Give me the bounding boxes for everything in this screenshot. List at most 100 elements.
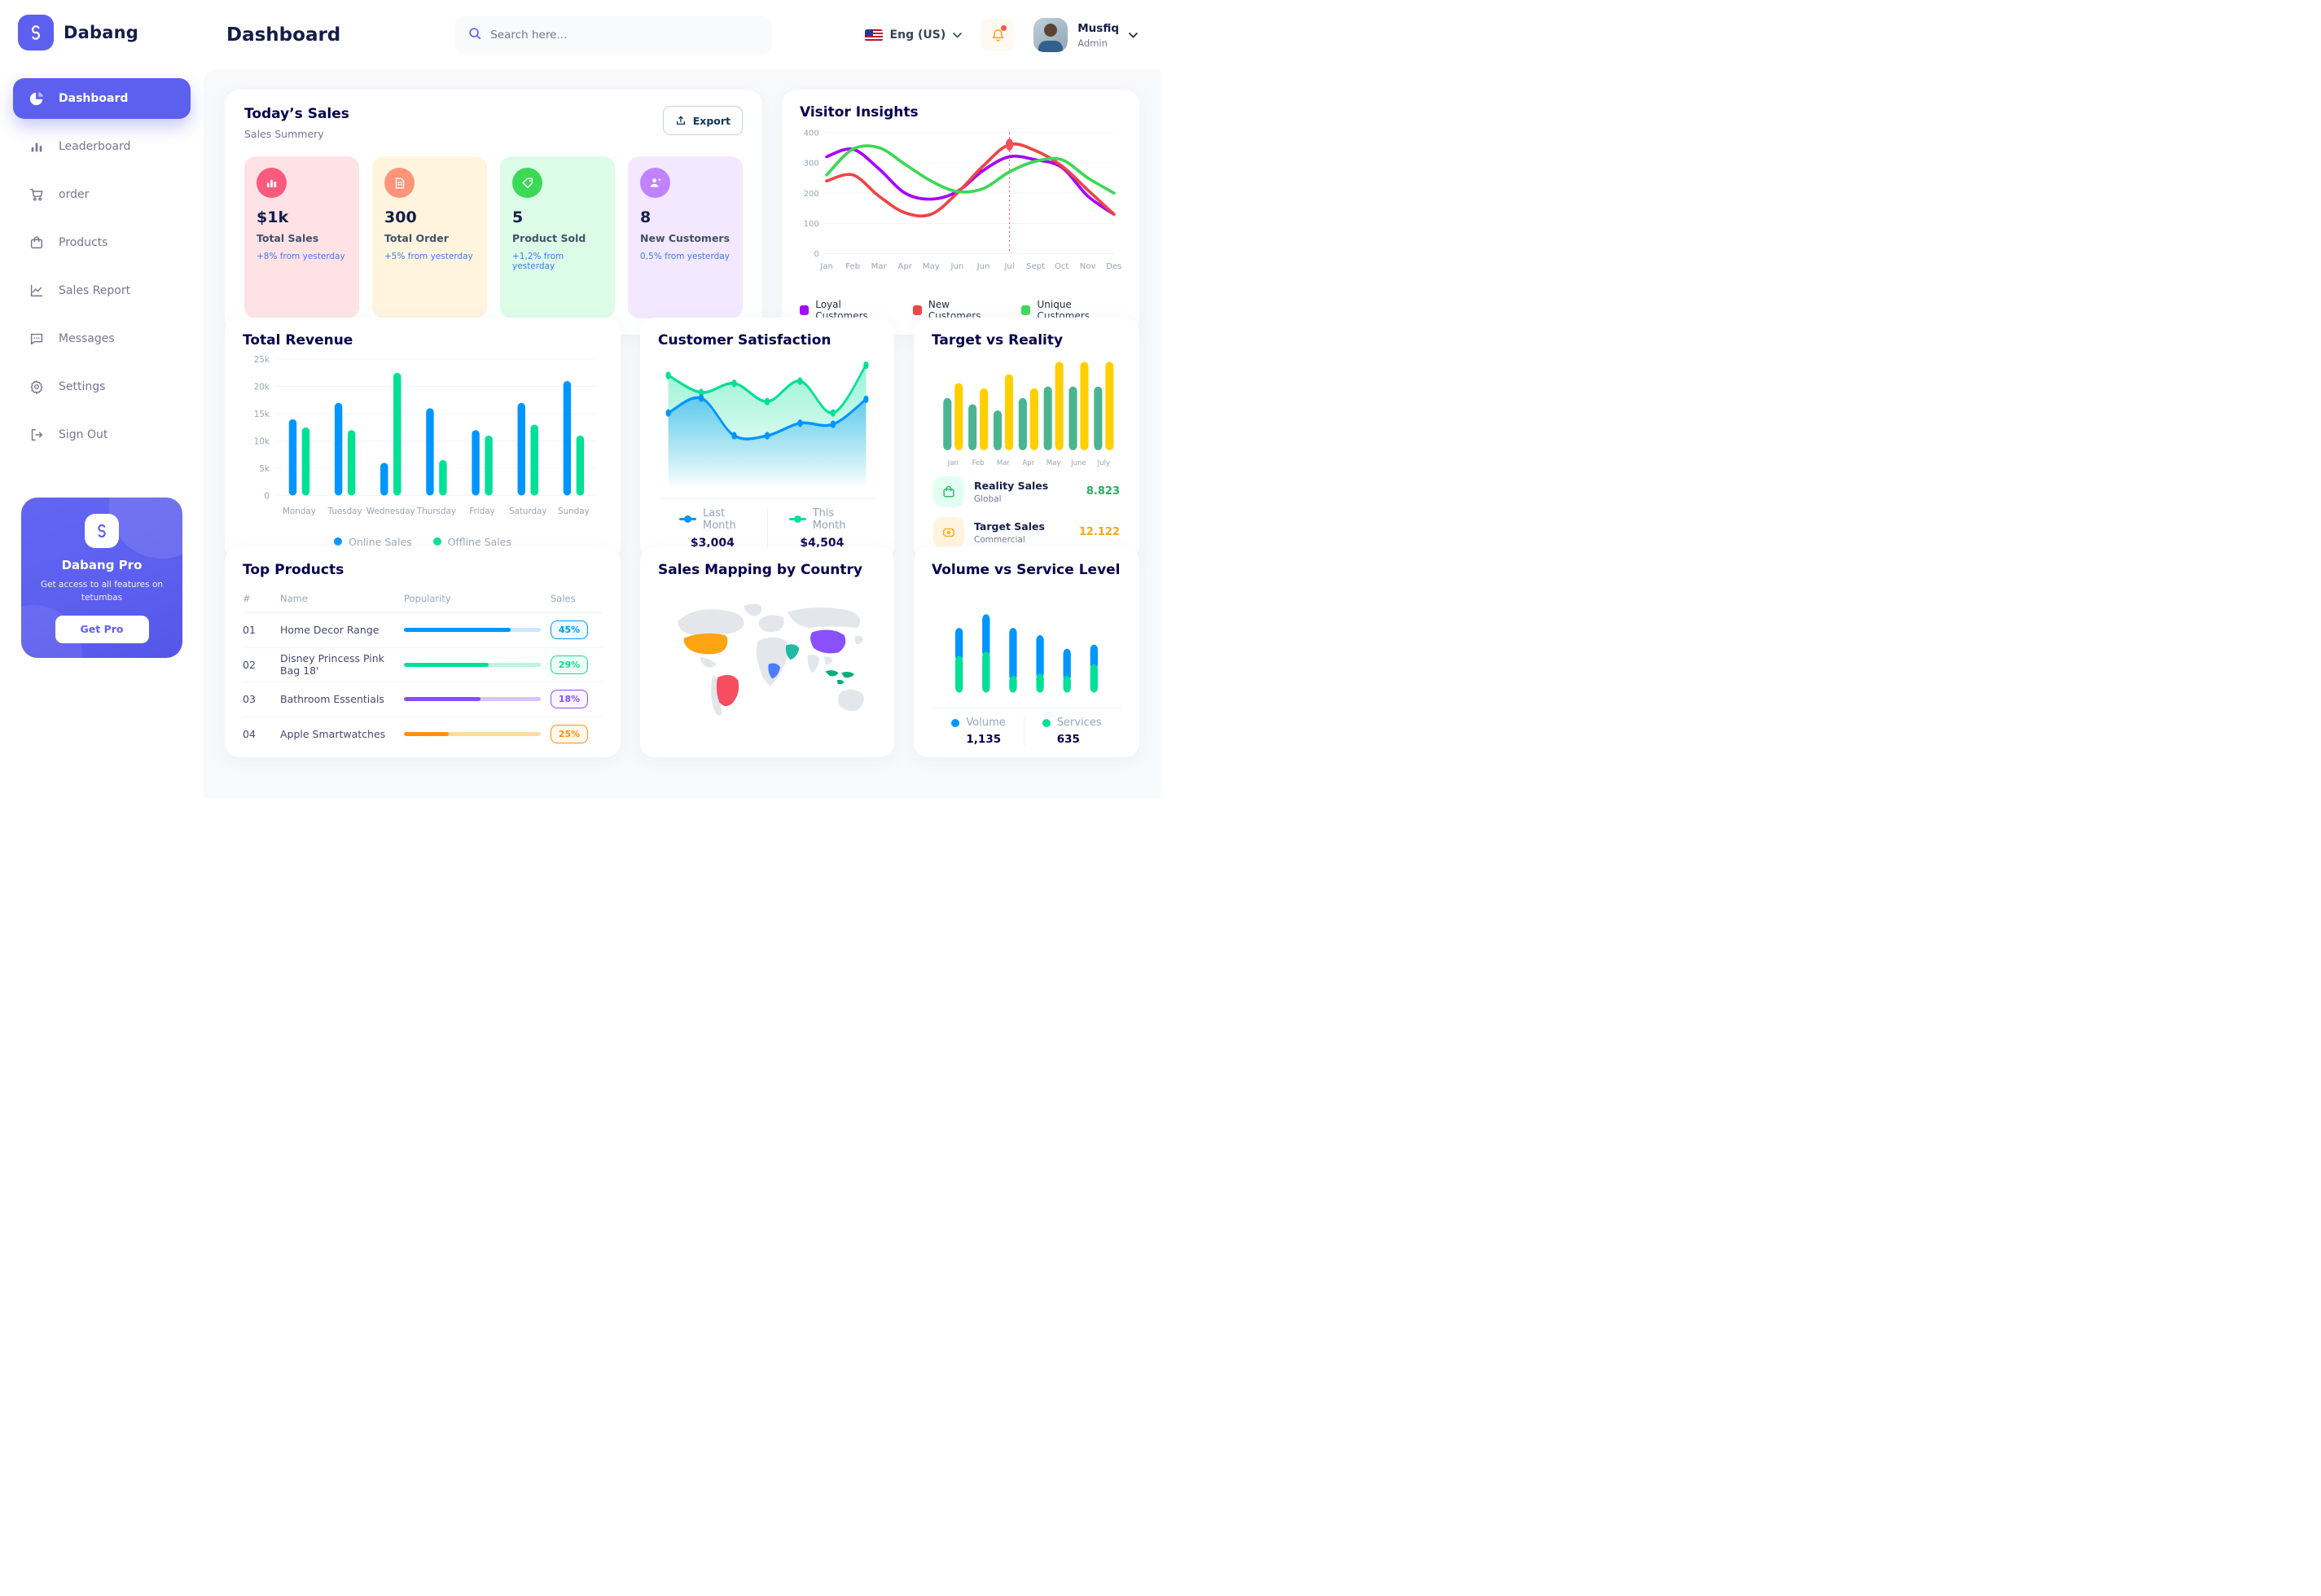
legend-marker [788, 515, 806, 524]
svg-text:0: 0 [264, 491, 270, 501]
main-content: Today’s Sales Sales Summery Export [204, 70, 1160, 798]
todays-sales-card: Today’s Sales Sales Summery Export [225, 90, 762, 335]
sales-mapping-card: Sales Mapping by Country [640, 547, 894, 757]
visitor-insights-card: Visitor Insights 0 100 200 300 400 Jan Feb Mar A… [782, 90, 1139, 335]
promo-text: Get access to all features on tetumbas [40, 580, 164, 603]
visitor-insights-title: Visitor Insights [800, 104, 919, 121]
sidebar-item-settings[interactable]: Settings [13, 366, 191, 407]
svg-text:300: 300 [804, 160, 819, 169]
world-map [678, 603, 864, 716]
sidebar-item-label: order [59, 188, 90, 201]
bag-icon [933, 476, 964, 507]
cart-icon [28, 186, 46, 204]
svg-text:Friday: Friday [469, 506, 494, 516]
order-file-icon [384, 168, 415, 198]
search-icon [467, 26, 482, 44]
sidebar-item-products[interactable]: Products [13, 222, 191, 263]
svg-text:Des: Des [1106, 262, 1121, 271]
customer-satisfaction-legend: Last Month $3,004 This Month $4,504 [658, 498, 876, 550]
sidebar-nav: Dashboard Leaderboard order Products [13, 78, 191, 455]
page-title: Dashboard [226, 24, 341, 46]
total-revenue-card: Total Revenue 0 5k 10k 15k 20k 25k Monday Tuesd… [225, 318, 621, 561]
sidebar-item-messages[interactable]: Messages [13, 318, 191, 359]
top-products-title: Top Products [243, 562, 344, 578]
notifications-button[interactable] [981, 19, 1015, 51]
todays-sales-title: Today’s Sales [244, 106, 349, 122]
language-selector[interactable]: Eng (US) [864, 28, 963, 42]
chevron-down-icon [1129, 32, 1138, 38]
sales-badge: 45% [551, 620, 588, 640]
reality-sales-value: 8.823 [1086, 485, 1120, 498]
visitor-insights-chart: 0 100 200 300 400 Jan Feb Mar Apr May Jun Jun Jul Sep… [804, 129, 1121, 271]
svg-text:Apr: Apr [898, 262, 913, 271]
svg-text:Jan: Jan [947, 459, 959, 467]
target-vs-reality-chart: Jan Feb Mar Apr May June July [943, 362, 1114, 467]
export-icon [676, 116, 685, 125]
target-vs-reality-legend: Reality Sales Global 8.823 Target Sales [932, 473, 1121, 550]
todays-sales-subtitle: Sales Summery [244, 128, 324, 140]
legend-swatch [1021, 305, 1031, 316]
table-row: 01 Home Decor Range 45% [243, 613, 603, 648]
sidebar-item-sales-report[interactable]: Sales Report [13, 270, 191, 311]
svg-text:Feb: Feb [845, 262, 860, 271]
legend-dot [334, 537, 343, 546]
svg-text:Jul: Jul [1003, 262, 1014, 271]
svg-text:200: 200 [804, 190, 819, 199]
sales-badge: 18% [551, 690, 588, 709]
customer-satisfaction-card: Customer Satisfaction Last Month $3,004 [640, 318, 894, 561]
search-input[interactable] [490, 28, 760, 42]
target-vs-reality-title: Target vs Reality [932, 332, 1064, 349]
sidebar-item-order[interactable]: order [13, 174, 191, 215]
sidebar-item-leaderboard[interactable]: Leaderboard [13, 126, 191, 167]
avatar [1033, 18, 1068, 52]
promo-logo-icon [85, 514, 119, 548]
popularity-bar [404, 697, 541, 702]
popularity-bar [404, 731, 541, 736]
promo-title: Dabang Pro [61, 558, 143, 572]
svg-text:Jun: Jun [950, 262, 964, 271]
services-total: 635 [1056, 733, 1080, 746]
get-pro-button[interactable]: Get Pro [55, 615, 149, 643]
sales-badge: 29% [551, 655, 588, 674]
pie-chart-icon [28, 90, 46, 107]
svg-text:May: May [1046, 459, 1061, 467]
sales-mapping-title: Sales Mapping by Country [658, 562, 862, 578]
svg-text:Saturday: Saturday [509, 506, 547, 516]
table-row: 04 Apple Smartwatches 25% [243, 717, 603, 752]
tag-icon [512, 168, 542, 198]
svg-text:100: 100 [804, 220, 819, 229]
svg-text:Tuesday: Tuesday [327, 506, 362, 516]
bar-chart-icon [28, 138, 46, 156]
sidebar-item-sign-out[interactable]: Sign Out [13, 414, 191, 455]
svg-text:0: 0 [814, 250, 818, 259]
table-row: 03 Bathroom Essentials 18% [243, 682, 603, 717]
last-month-total: $3,004 [690, 536, 735, 550]
header: Dashboard Eng (US) [204, 0, 1160, 70]
sidebar-item-dashboard[interactable]: Dashboard [13, 78, 191, 119]
legend-dot [432, 537, 441, 546]
svg-text:20k: 20k [254, 382, 270, 392]
stat-total-sales: $1k Total Sales +8% from yesterday [244, 156, 359, 319]
export-button[interactable]: Export [662, 106, 743, 135]
svg-text:Mar: Mar [871, 262, 888, 271]
svg-text:Nov: Nov [1080, 262, 1096, 271]
volume-vs-service-chart [954, 614, 1099, 693]
top-products-table: # Name Popularity Sales 01 Home Decor Ra… [243, 590, 603, 751]
gear-icon [28, 378, 46, 396]
bar-chart-icon [257, 168, 287, 198]
svg-text:Mar: Mar [997, 459, 1010, 467]
sidebar-item-label: Sign Out [59, 428, 108, 441]
svg-text:5k: 5k [259, 464, 270, 474]
volume-total: 1,135 [966, 733, 1002, 746]
stat-new-customers: 8 New Customers 0,5% from yesterday [628, 156, 743, 319]
us-flag-icon [864, 28, 883, 42]
bell-icon [992, 28, 1003, 42]
top-products-card: Top Products # Name Popularity Sales 01 … [225, 547, 621, 757]
profile-menu[interactable]: Musfiq Admin [1033, 18, 1138, 52]
user-name: Musfiq [1077, 21, 1119, 35]
bag-icon [28, 234, 46, 252]
svg-text:May: May [923, 262, 940, 271]
svg-text:15k: 15k [254, 410, 270, 419]
svg-text:Jun: Jun [976, 262, 990, 271]
svg-text:Oct: Oct [1055, 262, 1068, 271]
